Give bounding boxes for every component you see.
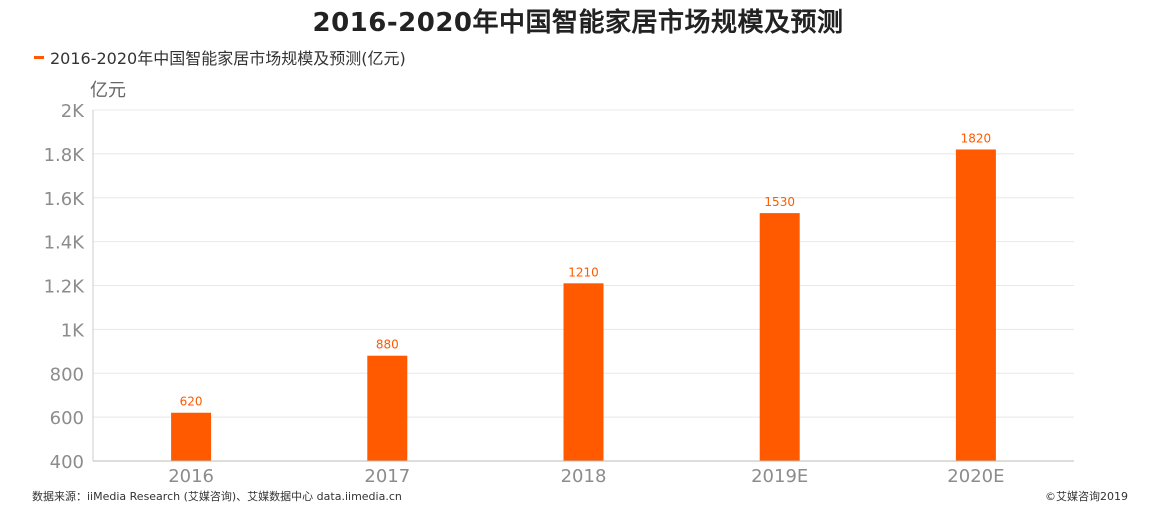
data-source-note: 数据来源：iiMedia Research (艾媒咨询)、艾媒数据中心 data… — [32, 490, 402, 503]
y-tick-label: 400 — [50, 452, 84, 473]
bar — [171, 412, 212, 461]
y-tick-label: 1K — [61, 320, 85, 341]
x-tick-label: 2017 — [364, 466, 410, 487]
y-tick-label: 800 — [50, 364, 84, 385]
bar-data-label: 620 — [180, 395, 203, 409]
x-tick-label: 2016 — [168, 466, 214, 487]
bar-data-label: 1530 — [764, 195, 795, 209]
y-tick-label: 1.8K — [44, 145, 86, 166]
legend-label: 2016-2020年中国智能家居市场规模及预测(亿元) — [50, 49, 406, 68]
legend: 2016-2020年中国智能家居市场规模及预测(亿元) — [34, 46, 406, 68]
bar-data-label: 1820 — [961, 131, 992, 145]
x-tick-label: 2020E — [947, 466, 1004, 487]
y-tick-label: 1.2K — [44, 277, 86, 298]
bar-data-label: 1210 — [568, 265, 599, 279]
y-tick-label: 1.6K — [44, 189, 86, 210]
bar — [563, 283, 604, 461]
y-tick-label: 1.4K — [44, 233, 86, 254]
bar — [955, 149, 996, 462]
y-tick-label: 600 — [50, 408, 84, 429]
bar — [367, 355, 408, 461]
bar — [759, 213, 800, 461]
y-axis-unit-label: 亿元 — [90, 80, 126, 101]
bar-data-label: 880 — [376, 338, 399, 352]
copyright-note: ©艾媒咨询2019 — [1045, 490, 1128, 503]
legend-swatch — [34, 55, 44, 59]
x-tick-label: 2019E — [751, 466, 808, 487]
chart-title: 2016-2020年中国智能家居市场规模及预测 — [312, 8, 844, 38]
y-tick-label: 2K — [61, 101, 85, 122]
x-tick-label: 2018 — [561, 466, 607, 487]
